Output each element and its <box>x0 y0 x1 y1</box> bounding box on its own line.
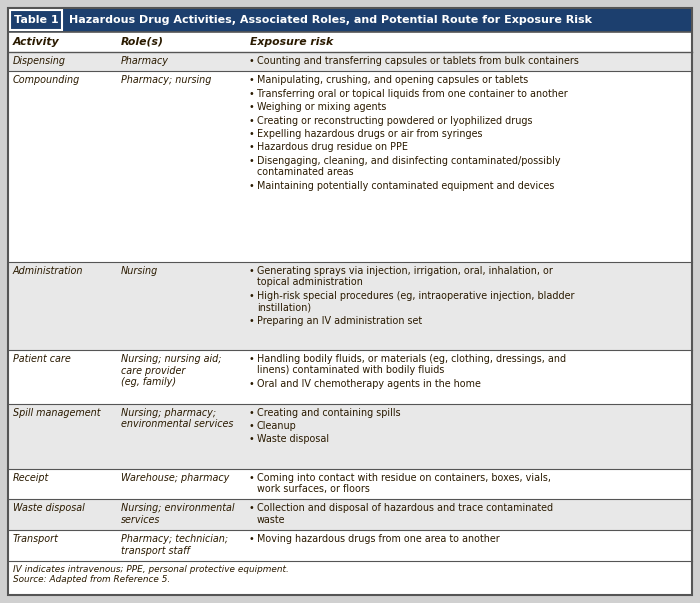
Text: •: • <box>248 156 254 166</box>
Text: Handling bodily fluids, or materials (eg, clothing, dressings, and: Handling bodily fluids, or materials (eg… <box>257 354 566 364</box>
Text: •: • <box>248 473 254 482</box>
Text: Moving hazardous drugs from one area to another: Moving hazardous drugs from one area to … <box>257 534 499 544</box>
Text: •: • <box>248 504 254 513</box>
Bar <box>8 71 692 262</box>
Text: Pharmacy: Pharmacy <box>121 56 169 66</box>
Text: Pharmacy; nursing: Pharmacy; nursing <box>121 75 211 86</box>
Text: Disengaging, cleaning, and disinfecting contaminated/possibly: Disengaging, cleaning, and disinfecting … <box>257 156 560 166</box>
Text: Role(s): Role(s) <box>121 37 164 47</box>
Text: Hazardous drug residue on PPE: Hazardous drug residue on PPE <box>257 142 407 153</box>
Text: •: • <box>248 534 254 544</box>
Text: •: • <box>248 408 254 417</box>
Text: Oral and IV chemotherapy agents in the home: Oral and IV chemotherapy agents in the h… <box>257 379 480 389</box>
Text: Pharmacy; technician;
transport staff: Pharmacy; technician; transport staff <box>121 534 228 556</box>
Text: High-risk special procedures (eg, intraoperative injection, bladder: High-risk special procedures (eg, intrao… <box>257 291 574 301</box>
Text: Waste disposal: Waste disposal <box>13 504 85 513</box>
Text: Compounding: Compounding <box>13 75 80 86</box>
Text: •: • <box>248 129 254 139</box>
Text: IV indicates intravenous; PPE, personal protective equipment.: IV indicates intravenous; PPE, personal … <box>13 565 289 574</box>
Text: •: • <box>248 316 254 326</box>
Text: instillation): instillation) <box>257 302 311 312</box>
Text: •: • <box>248 142 254 153</box>
Text: •: • <box>248 181 254 191</box>
Text: linens) contaminated with bodily fluids: linens) contaminated with bodily fluids <box>257 365 444 375</box>
Text: waste: waste <box>257 515 285 525</box>
Text: •: • <box>248 89 254 99</box>
Bar <box>8 350 692 403</box>
Text: Nursing; pharmacy;
environmental services: Nursing; pharmacy; environmental service… <box>121 408 233 429</box>
Text: Table 1: Table 1 <box>14 15 58 25</box>
Text: •: • <box>248 421 254 431</box>
Text: Weighing or mixing agents: Weighing or mixing agents <box>257 102 386 112</box>
Text: Source: Adapted from Reference 5.: Source: Adapted from Reference 5. <box>13 575 170 584</box>
Bar <box>8 8 692 32</box>
Text: Patient care: Patient care <box>13 354 71 364</box>
Text: Counting and transferring capsules or tablets from bulk containers: Counting and transferring capsules or ta… <box>257 56 578 66</box>
Text: •: • <box>248 116 254 125</box>
Bar <box>8 561 692 595</box>
Text: Receipt: Receipt <box>13 473 49 482</box>
Bar <box>8 530 692 561</box>
Text: contaminated areas: contaminated areas <box>257 167 354 177</box>
Text: Preparing an IV administration set: Preparing an IV administration set <box>257 316 422 326</box>
Text: •: • <box>248 56 254 66</box>
Text: Spill management: Spill management <box>13 408 101 417</box>
Text: Activity: Activity <box>13 37 60 47</box>
Text: Warehouse; pharmacy: Warehouse; pharmacy <box>121 473 230 482</box>
Text: •: • <box>248 75 254 86</box>
Bar <box>8 403 692 469</box>
Text: Transport: Transport <box>13 534 59 544</box>
Text: Expelling hazardous drugs or air from syringes: Expelling hazardous drugs or air from sy… <box>257 129 482 139</box>
Text: Collection and disposal of hazardous and trace contaminated: Collection and disposal of hazardous and… <box>257 504 553 513</box>
Bar <box>8 469 692 499</box>
Text: Coming into contact with residue on containers, boxes, vials,: Coming into contact with residue on cont… <box>257 473 551 482</box>
Text: •: • <box>248 354 254 364</box>
Text: •: • <box>248 379 254 389</box>
Text: Cleanup: Cleanup <box>257 421 296 431</box>
Text: Generating sprays via injection, irrigation, oral, inhalation, or: Generating sprays via injection, irrigat… <box>257 266 552 276</box>
Bar <box>8 262 692 350</box>
Text: Nursing; nursing aid;
care provider
(eg, family): Nursing; nursing aid; care provider (eg,… <box>121 354 222 387</box>
Text: Nursing; environmental
services: Nursing; environmental services <box>121 504 234 525</box>
Text: Creating or reconstructing powdered or lyophilized drugs: Creating or reconstructing powdered or l… <box>257 116 532 125</box>
Text: •: • <box>248 102 254 112</box>
Text: Creating and containing spills: Creating and containing spills <box>257 408 400 417</box>
Text: •: • <box>248 291 254 301</box>
Bar <box>8 32 692 52</box>
Text: Administration: Administration <box>13 266 83 276</box>
Text: Exposure risk: Exposure risk <box>250 37 333 47</box>
Text: Hazardous Drug Activities, Associated Roles, and Potential Route for Exposure Ri: Hazardous Drug Activities, Associated Ro… <box>69 15 592 25</box>
Text: topical administration: topical administration <box>257 277 363 288</box>
Text: Maintaining potentially contaminated equipment and devices: Maintaining potentially contaminated equ… <box>257 181 554 191</box>
Text: Transferring oral or topical liquids from one container to another: Transferring oral or topical liquids fro… <box>257 89 568 99</box>
Bar <box>8 499 692 530</box>
Text: Nursing: Nursing <box>121 266 158 276</box>
Text: Waste disposal: Waste disposal <box>257 434 329 444</box>
Text: •: • <box>248 434 254 444</box>
Text: Manipulating, crushing, and opening capsules or tablets: Manipulating, crushing, and opening caps… <box>257 75 528 86</box>
Text: work surfaces, or floors: work surfaces, or floors <box>257 484 370 494</box>
Bar <box>8 52 692 71</box>
Text: Dispensing: Dispensing <box>13 56 66 66</box>
Text: •: • <box>248 266 254 276</box>
Bar <box>10 10 62 30</box>
